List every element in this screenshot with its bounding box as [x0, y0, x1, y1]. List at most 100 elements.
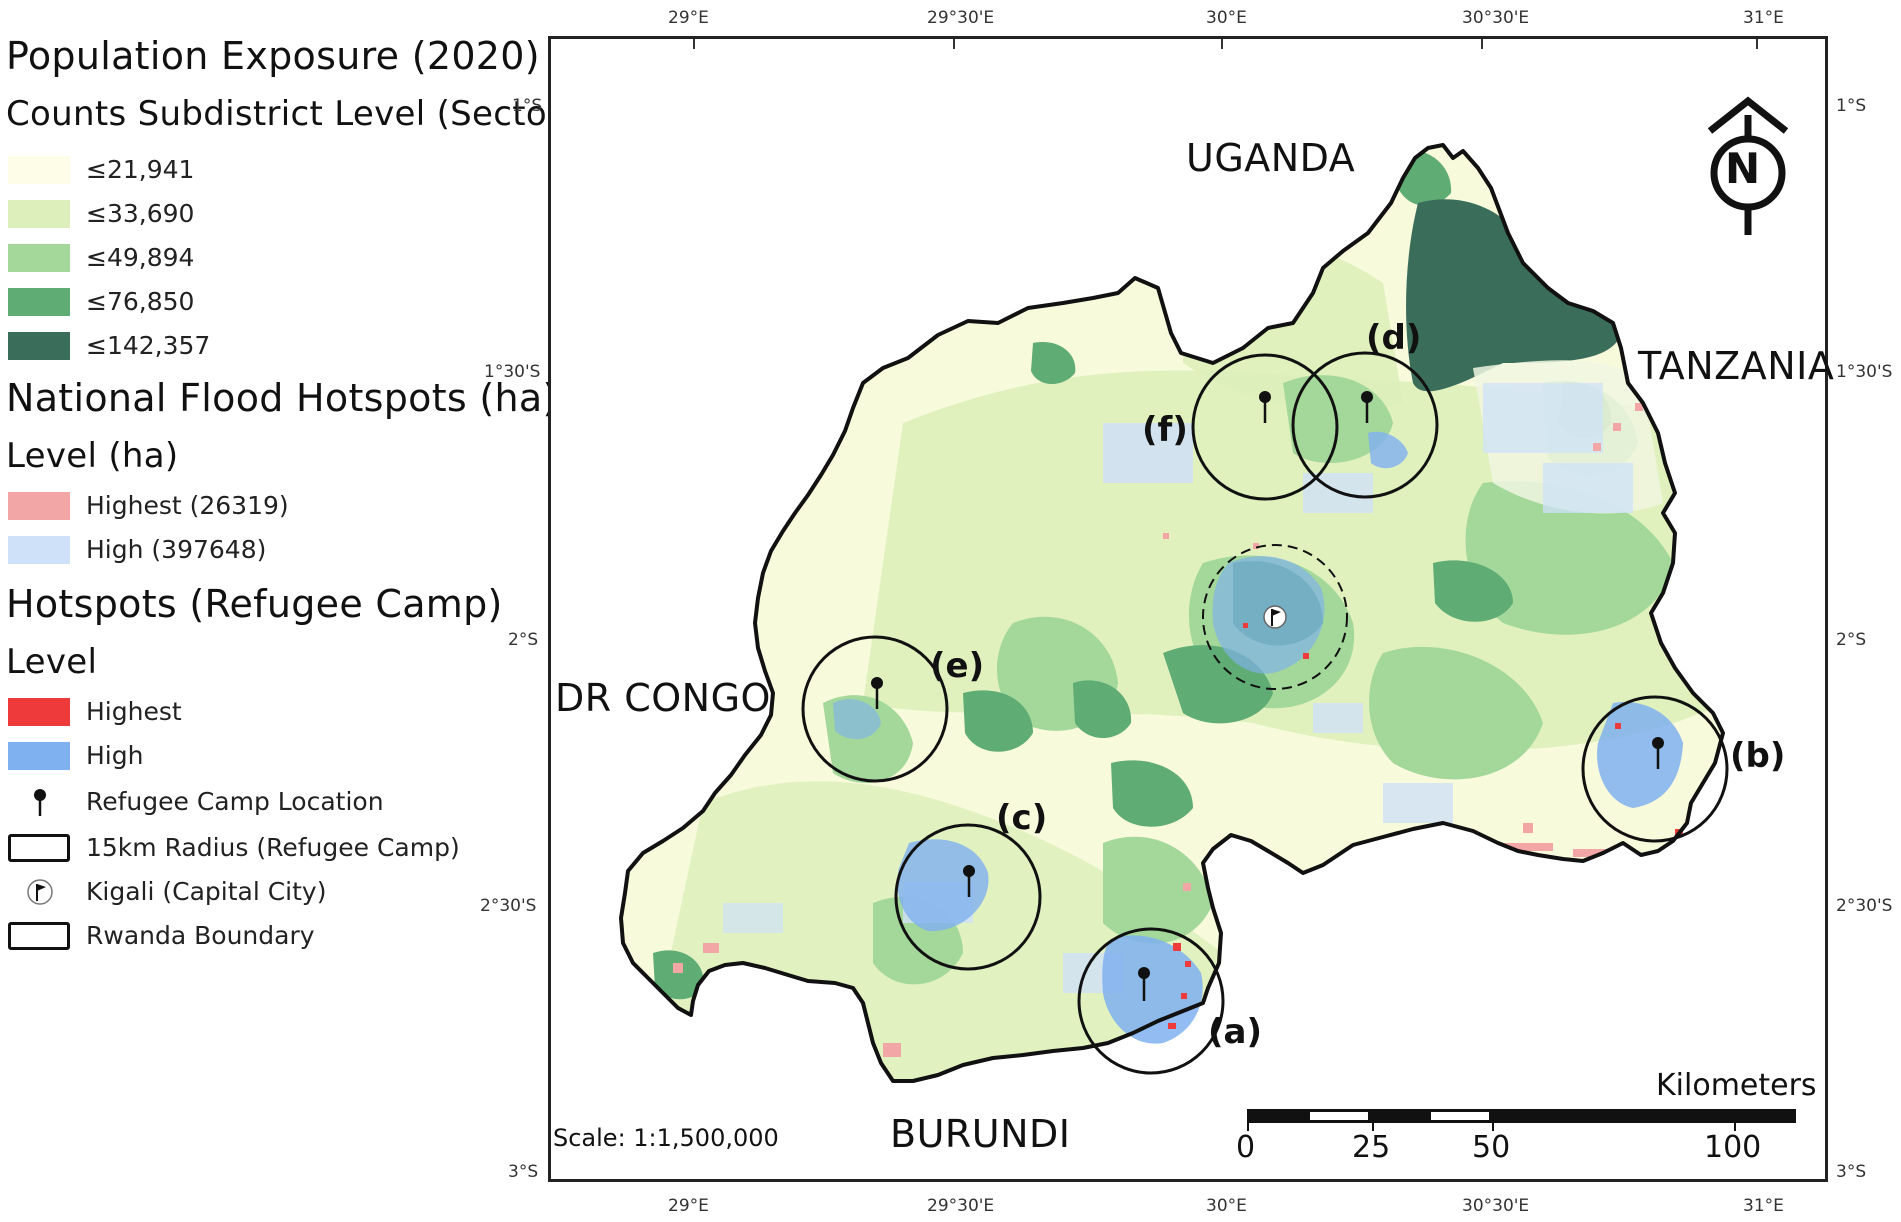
camp-pin-a[interactable] — [1138, 967, 1150, 1001]
lon-label-top-3: 30°E — [1206, 8, 1247, 28]
lat-label-left-3: 2°S — [508, 630, 539, 650]
boundary-outline-icon — [8, 922, 70, 950]
country-label-drc: DR CONGO — [555, 676, 771, 720]
lon-label-bottom-5: 31°E — [1743, 1196, 1784, 1216]
kigali-marker[interactable] — [1263, 605, 1287, 629]
pop-swatch-5 — [8, 332, 70, 360]
camp-label-e[interactable]: (e) — [930, 646, 985, 686]
legend-item-pop-1: ≤21,941 — [6, 154, 506, 186]
pin-icon — [8, 788, 70, 816]
camp-pin-c[interactable] — [963, 865, 975, 897]
national-flood-subtitle: Level (ha) — [6, 436, 179, 476]
tick-top-4 — [1481, 39, 1483, 49]
lat-label-left-4: 2°30'S — [480, 896, 537, 916]
scalebar-label-100: 100 — [1704, 1130, 1762, 1165]
legend-item-pop-2: ≤33,690 — [6, 198, 506, 230]
radius-circle-a[interactable] — [1077, 927, 1225, 1075]
camp-label-c[interactable]: (c) — [996, 798, 1048, 838]
radius-circle-e[interactable] — [801, 635, 949, 783]
national-flood-title: National Flood Hotspots (ha) — [6, 376, 558, 420]
camp-label-f[interactable]: (f) — [1142, 410, 1188, 450]
lat-label-right-5: 3°S — [1836, 1162, 1867, 1182]
camp-high-swatch — [8, 742, 70, 770]
camp-label-b[interactable]: (b) — [1730, 736, 1786, 776]
camp-high-label: High — [86, 741, 144, 770]
legend-item-flood-highest: Highest (26319) — [6, 490, 506, 522]
camp-pins[interactable] — [871, 391, 1664, 1001]
camp-pin-b[interactable] — [1652, 737, 1664, 769]
pop-swatch-4 — [8, 288, 70, 316]
legend-item-camp-high: High — [6, 740, 506, 772]
scalebar-title: Kilometers — [1656, 1068, 1817, 1103]
lat-label-right-3: 2°S — [1836, 630, 1867, 650]
pop-swatch-3 — [8, 244, 70, 272]
country-label-burundi: BURUNDI — [890, 1112, 1071, 1156]
lon-label-bottom-1: 29°E — [668, 1196, 709, 1216]
north-arrow-letter: N — [1725, 144, 1761, 193]
lon-label-bottom-3: 30°E — [1206, 1196, 1247, 1216]
camp-highest-swatch — [8, 698, 70, 726]
country-label-uganda: UGANDA — [1186, 136, 1356, 180]
lat-label-left-2: 1°30'S — [484, 362, 541, 382]
radius-circle-b[interactable] — [1581, 695, 1729, 843]
legend-item-boundary: Rwanda Boundary — [6, 920, 506, 952]
camp-highest-label: Highest — [86, 697, 182, 726]
legend-title: Population Exposure (2020) — [6, 34, 540, 78]
flood-highest-label: Highest (26319) — [86, 491, 289, 520]
population-subtitle: Counts Subdistrict Level (Sectors) — [6, 94, 593, 134]
scalebar-label-50: 50 — [1472, 1130, 1511, 1165]
tick-top-3 — [1221, 39, 1223, 49]
camp-pin-f[interactable] — [1259, 391, 1271, 423]
tick-top-2 — [953, 39, 955, 49]
boundary-label: Rwanda Boundary — [86, 921, 315, 950]
tick-top-5 — [1756, 39, 1758, 49]
pop-label-4: ≤76,850 — [86, 287, 195, 316]
lon-label-top-5: 31°E — [1743, 8, 1784, 28]
radius-label: 15km Radius (Refugee Camp) — [86, 833, 460, 862]
radius-circle-d[interactable] — [1291, 351, 1439, 499]
pop-label-3: ≤49,894 — [86, 243, 195, 272]
scalebar-label-0: 0 — [1236, 1130, 1256, 1165]
camp-label-a[interactable]: (a) — [1208, 1012, 1263, 1052]
scalebar — [1247, 1109, 1796, 1131]
lat-label-right-4: 2°30'S — [1836, 896, 1893, 916]
legend-item-radius: 15km Radius (Refugee Camp) — [6, 832, 506, 864]
lon-label-top-4: 30°30'E — [1462, 8, 1530, 28]
pop-label-5: ≤142,357 — [86, 331, 211, 360]
pop-swatch-2 — [8, 200, 70, 228]
lon-label-bottom-4: 30°30'E — [1462, 1196, 1530, 1216]
map-canvas[interactable] — [551, 39, 1825, 1179]
legend-item-camp-location: Refugee Camp Location — [6, 786, 506, 818]
flood-highest-cells — [673, 403, 1643, 1057]
kigali-buffer — [1202, 544, 1348, 690]
flood-high-swatch — [8, 536, 70, 564]
lat-label-left-5: 3°S — [508, 1162, 539, 1182]
legend-item-camp-highest: Highest — [6, 696, 506, 728]
pop-swatch-1 — [8, 156, 70, 184]
legend-item-pop-5: ≤142,357 — [6, 330, 506, 362]
radius-circle-f[interactable] — [1191, 353, 1339, 501]
north-arrow — [1707, 96, 1789, 235]
map-scale-text: Scale: 1:1,500,000 — [553, 1124, 779, 1152]
flood-highest-swatch — [8, 492, 70, 520]
lon-label-top-1: 29°E — [668, 8, 709, 28]
lon-label-bottom-2: 29°30'E — [927, 1196, 995, 1216]
pop-label-1: ≤21,941 — [86, 155, 195, 184]
map-frame[interactable] — [548, 36, 1828, 1182]
legend-item-pop-4: ≤76,850 — [6, 286, 506, 318]
camp-location-label: Refugee Camp Location — [86, 787, 384, 816]
camp-hotspot-title: Hotspots (Refugee Camp) — [6, 582, 503, 626]
radius-circle-c[interactable] — [894, 823, 1042, 971]
kigali-label: Kigali (Capital City) — [86, 877, 327, 906]
camp-pin-d[interactable] — [1361, 391, 1373, 423]
pop-label-2: ≤33,690 — [86, 199, 195, 228]
flood-high-label: High (397648) — [86, 535, 267, 564]
camp-pin-e[interactable] — [871, 677, 883, 709]
lat-label-left-1: 1°S — [512, 96, 543, 116]
camp-hotspot-subtitle: Level — [6, 642, 98, 682]
lat-label-right-2: 1°30'S — [1836, 362, 1893, 382]
flag-icon — [8, 878, 70, 906]
camp-label-d[interactable]: (d) — [1366, 318, 1422, 358]
tick-top-1 — [693, 39, 695, 49]
lon-label-top-2: 29°30'E — [927, 8, 995, 28]
